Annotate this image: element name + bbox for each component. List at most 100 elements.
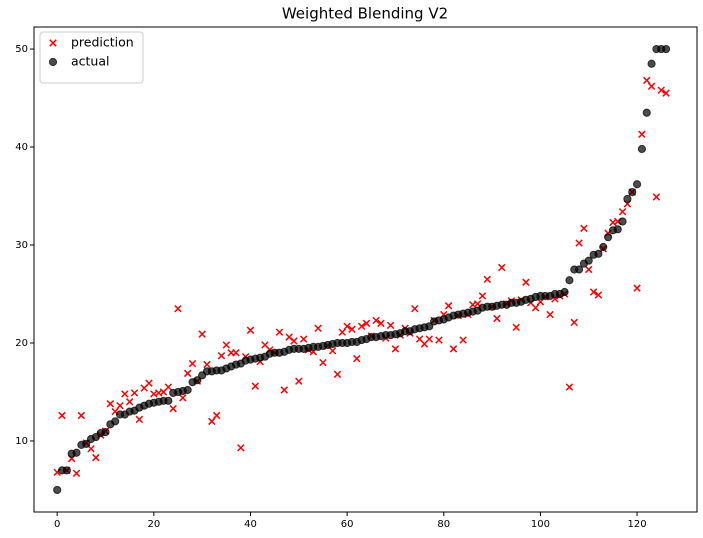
prediction-point	[92, 453, 100, 462]
prediction-point	[435, 336, 443, 344]
prediction-point	[444, 302, 453, 310]
legend-marker	[48, 57, 58, 67]
prediction-point	[638, 130, 646, 139]
prediction-point	[121, 390, 129, 398]
prediction-point	[145, 379, 153, 387]
legend: prediction actual	[39, 31, 144, 84]
prediction-point	[411, 304, 419, 313]
prediction-point	[280, 386, 289, 394]
x-tick-label: 100	[531, 519, 550, 530]
actual-point	[632, 180, 642, 189]
prediction-point	[275, 328, 284, 336]
prediction-point	[386, 321, 395, 330]
legend-text: actual	[71, 54, 110, 69]
prediction-point	[348, 325, 356, 333]
prediction-point	[522, 278, 530, 286]
prediction-point	[179, 394, 187, 402]
prediction-point	[164, 383, 173, 391]
prediction-point	[58, 411, 66, 420]
actual-point	[594, 249, 603, 258]
legend-text: prediction	[71, 35, 134, 50]
prediction-point	[575, 239, 583, 247]
actual-point	[618, 217, 627, 226]
prediction-point	[188, 359, 197, 368]
prediction-point	[643, 76, 651, 85]
actual-point	[628, 187, 637, 197]
prediction-point	[135, 415, 144, 424]
prediction-point	[203, 360, 211, 369]
actual-point	[111, 417, 120, 426]
prediction-point	[198, 330, 206, 338]
prediction-point	[594, 291, 603, 299]
prediction-point	[498, 263, 506, 272]
prediction-point	[314, 324, 322, 333]
prediction-point	[246, 326, 255, 334]
prediction-point	[657, 86, 665, 94]
prediction-point	[319, 358, 327, 367]
prediction-point	[589, 288, 598, 296]
y-tick-label: 20	[15, 338, 28, 349]
prediction-point	[483, 275, 492, 284]
prediction-point	[72, 469, 81, 478]
x-tick-label: 120	[628, 519, 647, 530]
actual-point	[623, 194, 632, 204]
prediction-point	[338, 328, 347, 336]
prediction-point	[377, 319, 385, 328]
prediction-point	[116, 401, 124, 410]
prediction-point	[290, 337, 298, 345]
actual-point	[637, 144, 647, 154]
prediction-point	[333, 370, 342, 379]
actual-point	[164, 396, 173, 405]
prediction-point	[512, 323, 521, 332]
prediction-point	[531, 303, 540, 312]
actual-point	[603, 233, 613, 242]
y-tick-label: 50	[15, 44, 28, 55]
actual-point	[53, 485, 62, 495]
prediction-point	[208, 417, 216, 426]
actual-point	[101, 428, 110, 437]
prediction-point	[222, 341, 231, 349]
prediction-point	[295, 377, 303, 385]
prediction-point	[618, 207, 627, 216]
prediction-point	[212, 411, 221, 420]
prediction-point	[570, 318, 578, 327]
actual-point	[647, 59, 656, 68]
x-tick-label: 60	[341, 519, 354, 530]
prediction-point	[357, 322, 366, 331]
prediction-point	[633, 284, 641, 292]
prediction-point	[662, 89, 670, 97]
actual-point	[62, 466, 71, 475]
legend-box	[39, 31, 144, 84]
y-tick-label: 10	[15, 436, 28, 447]
prediction-point	[251, 382, 260, 390]
prediction-point	[169, 404, 177, 413]
actual-point	[82, 439, 91, 449]
prediction-point	[391, 345, 400, 353]
actual-point	[183, 385, 192, 395]
chart-title: Weighted Blending V2	[282, 5, 448, 23]
prediction-point	[459, 336, 467, 344]
prediction-point	[493, 314, 501, 323]
prediction-point	[77, 411, 86, 420]
actual-point	[599, 242, 608, 252]
prediction-point	[652, 193, 661, 201]
actual-point	[584, 256, 593, 265]
prediction-point	[174, 304, 182, 313]
actual-point	[72, 448, 81, 457]
prediction-point	[449, 345, 458, 353]
prediction-point	[372, 316, 380, 325]
actual-point	[425, 322, 434, 331]
actual-point	[613, 225, 622, 234]
prediction-point	[299, 335, 308, 343]
plot-frame	[33, 26, 698, 513]
prediction-point	[478, 292, 487, 300]
prediction-point	[328, 347, 337, 355]
x-tick-label: 0	[54, 519, 60, 530]
x-tick-label: 80	[437, 519, 450, 530]
prediction-point	[130, 389, 139, 397]
prediction-point	[580, 224, 588, 233]
actual-point	[193, 376, 202, 385]
